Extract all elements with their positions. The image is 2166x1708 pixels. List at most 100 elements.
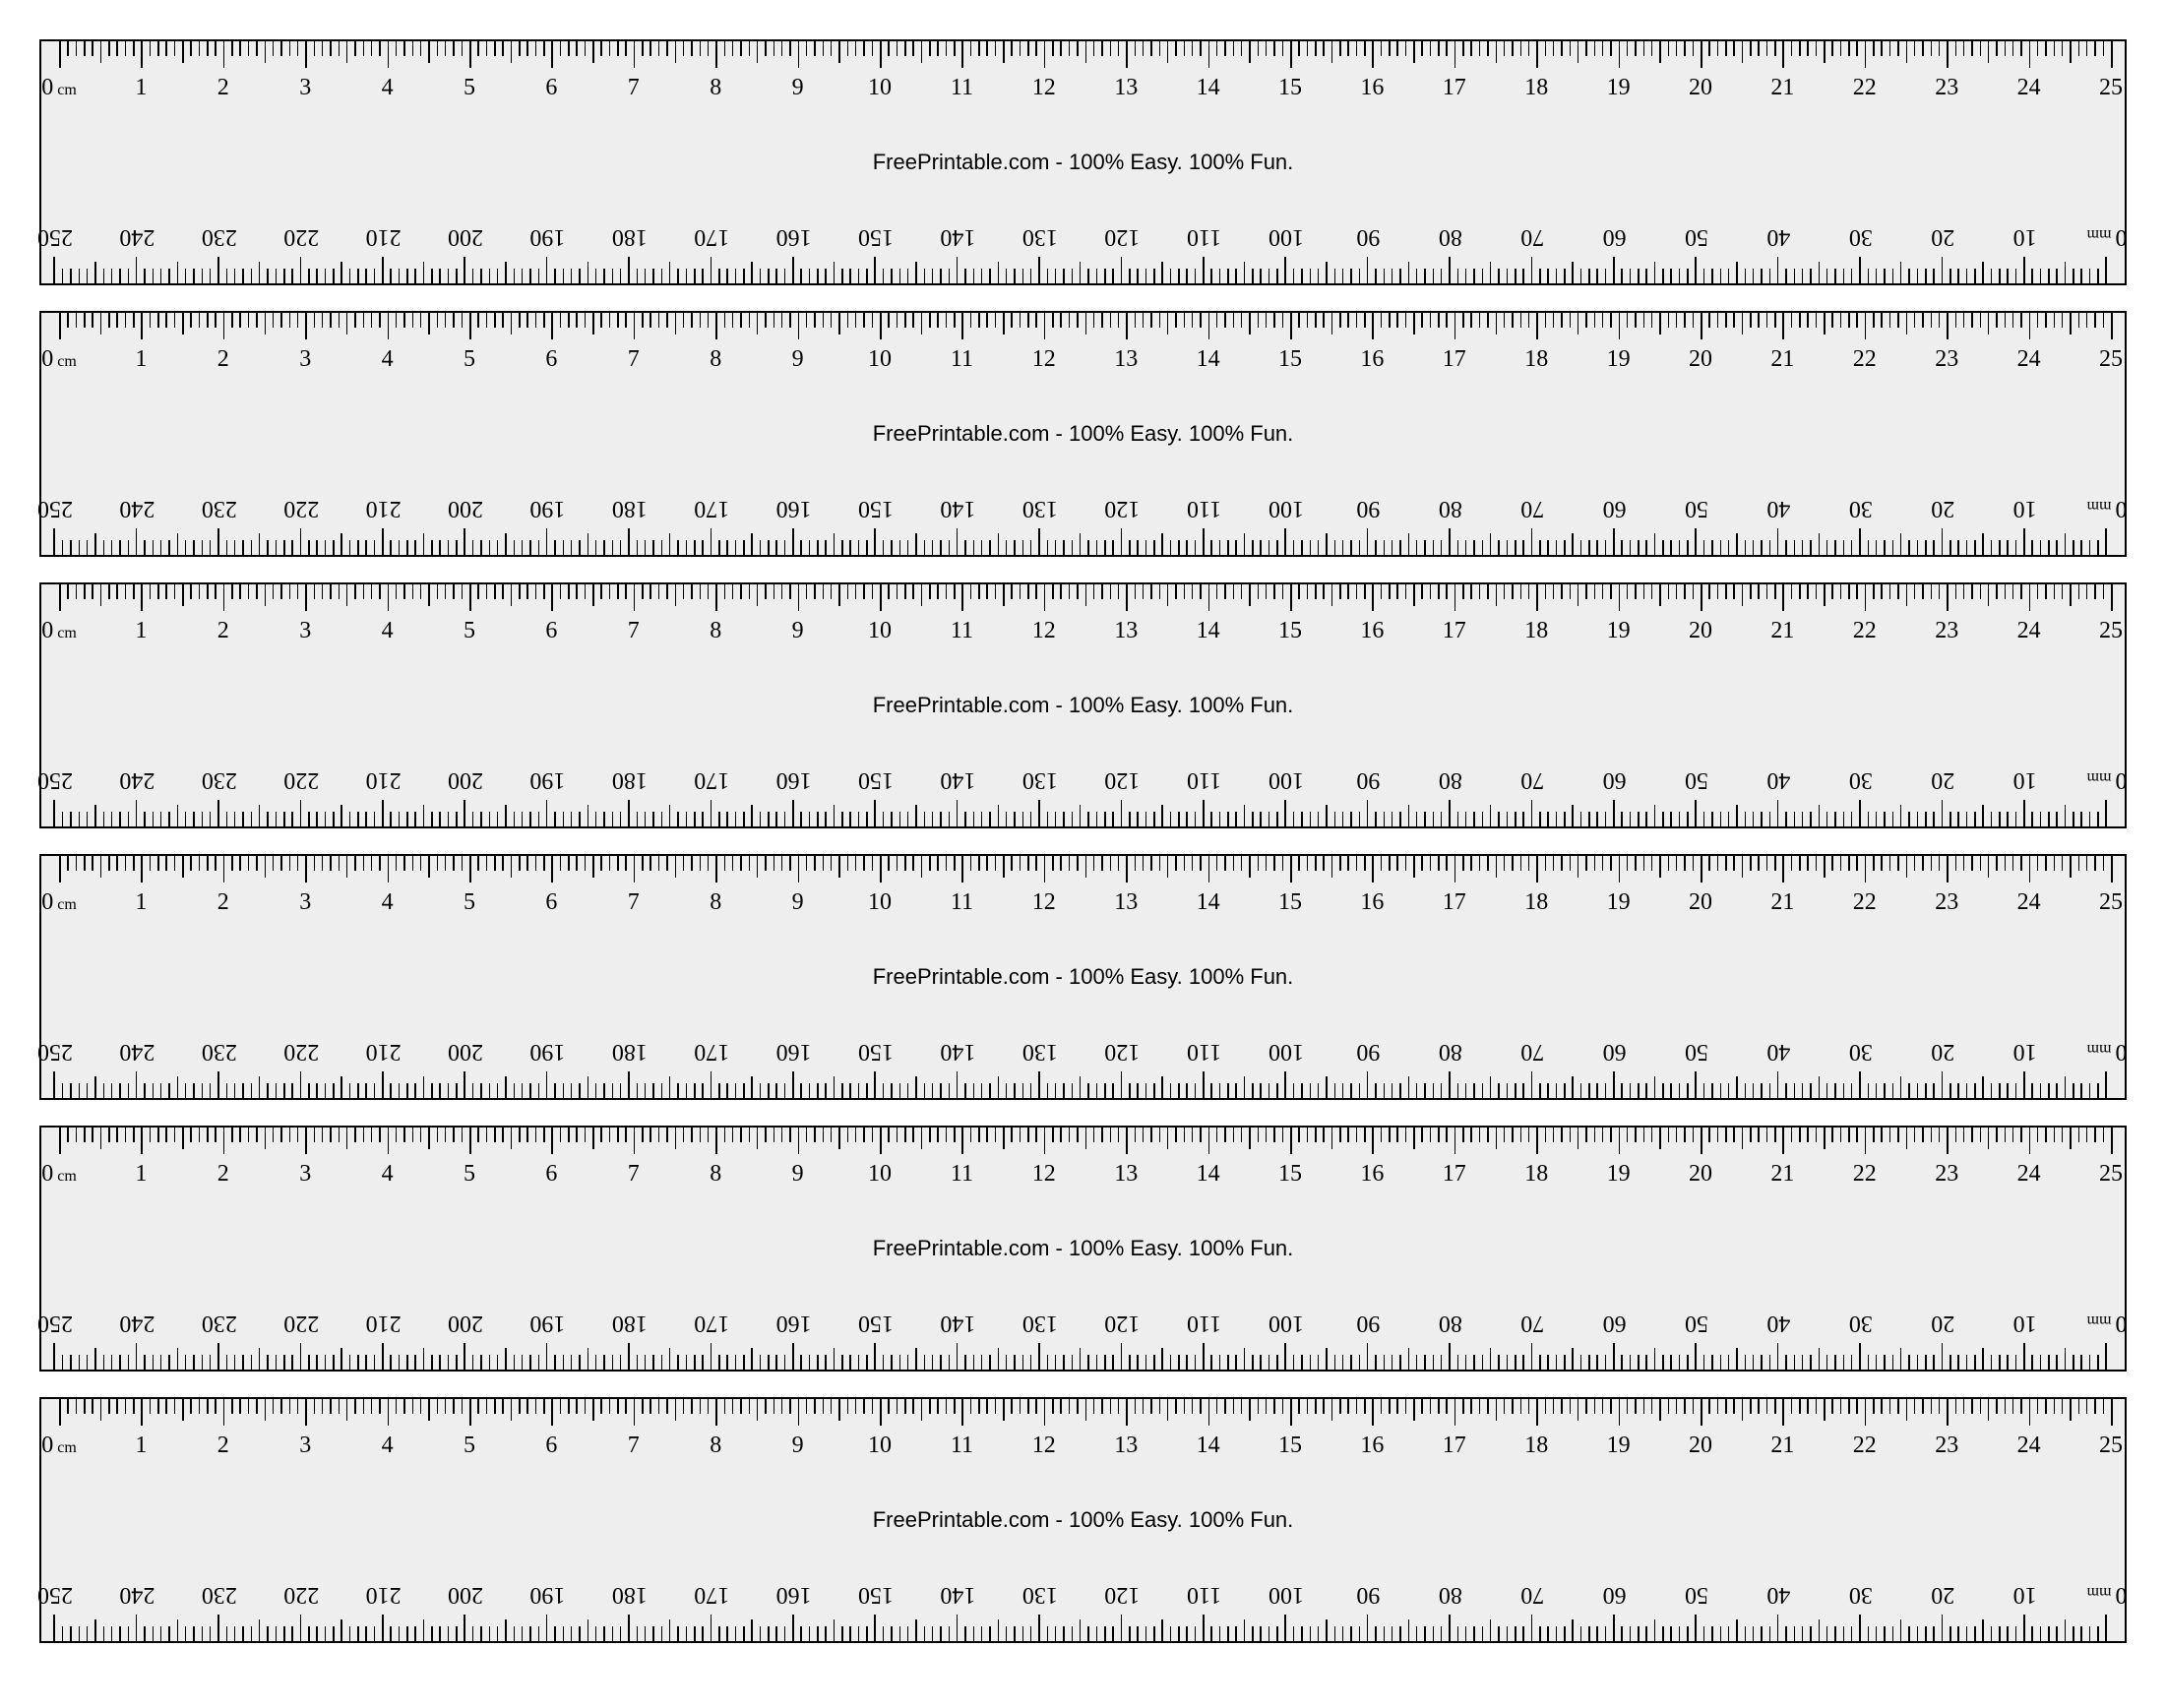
tick-minor (849, 1626, 851, 1641)
tick-minor (1258, 584, 1260, 599)
tick-minor (735, 540, 737, 555)
tick-minor (831, 41, 833, 56)
tick-mid (921, 856, 923, 878)
tick-minor (1047, 1626, 1049, 1641)
tick-minor (1594, 313, 1596, 328)
tick-minor (1676, 41, 1678, 56)
tick-minor (888, 1128, 890, 1142)
tick-minor (103, 540, 105, 555)
tick-mid (1578, 41, 1579, 63)
scale-label: 15 (1278, 1161, 1302, 1188)
tick-minor (2031, 269, 2033, 283)
tick-minor (1605, 1626, 1607, 1641)
tick-minor (1791, 313, 1793, 328)
tick-minor (2040, 1355, 2042, 1370)
scale-label: 4 (382, 75, 394, 101)
tick-minor (2097, 1083, 2099, 1098)
tick-mid (998, 262, 1000, 283)
tick-minor (863, 584, 865, 599)
tick-minor (571, 1626, 573, 1641)
tick-minor (912, 1128, 914, 1142)
tick-minor (76, 1399, 78, 1414)
tick-minor (642, 313, 644, 328)
tick-minor (1547, 812, 1549, 826)
tick-major (1285, 800, 1287, 826)
tick-major (1859, 257, 1861, 283)
tick-minor (1153, 1355, 1155, 1370)
tick-minor (970, 313, 972, 328)
tick-minor (863, 41, 865, 56)
tick-minor (1359, 1083, 1361, 1098)
tick-minor (472, 812, 474, 826)
tick-major (1782, 1128, 1784, 1154)
tick-minor (1446, 313, 1448, 328)
tick-minor (497, 1083, 499, 1098)
tick-minor (1118, 584, 1120, 599)
tick-minor (1553, 313, 1555, 328)
tick-minor (1816, 856, 1818, 871)
tick-minor (322, 1399, 324, 1414)
tick-minor (2045, 584, 2047, 599)
tick-minor (1129, 1626, 1131, 1641)
tick-minor (1282, 856, 1284, 871)
tick-minor (308, 812, 310, 826)
tick-minor (847, 1399, 849, 1414)
tick-minor (1561, 41, 1563, 56)
tick-minor (1627, 1128, 1629, 1142)
tick-mid (265, 41, 267, 63)
tick-minor (1733, 41, 1735, 56)
tick-minor (907, 812, 909, 826)
tick-minor (519, 856, 521, 871)
tick-minor (571, 1355, 573, 1370)
tick-minor (314, 584, 316, 599)
tick-minor (1307, 584, 1309, 599)
tick-minor (677, 1355, 679, 1370)
tick-mid (1988, 1399, 1990, 1421)
tick-minor (543, 313, 545, 328)
tick-minor (1224, 1399, 1226, 1414)
tick-minor (231, 584, 233, 599)
tick-minor (420, 1128, 422, 1142)
tick-minor (1733, 313, 1735, 328)
tick-minor (2040, 1626, 2042, 1641)
tick-mid (1578, 584, 1579, 606)
tick-minor (1728, 812, 1730, 826)
tick-minor (248, 584, 250, 599)
tick-minor (330, 313, 332, 328)
scale-label: 7 (628, 1161, 640, 1188)
tick-minor (1802, 1355, 1804, 1370)
tick-minor (1717, 856, 1719, 871)
tick-minor (1766, 584, 1768, 599)
tick-minor (242, 1355, 244, 1370)
tick-minor (576, 41, 578, 56)
tick-minor (1035, 313, 1037, 328)
tick-major (54, 800, 56, 826)
tick-minor (314, 41, 316, 56)
tick-minor (1150, 584, 1152, 599)
tick-mid (340, 1619, 342, 1641)
tick-minor (144, 269, 146, 283)
tick-minor (1399, 1626, 1401, 1641)
tick-mid (921, 584, 923, 606)
tick-major (1613, 1343, 1615, 1370)
tick-minor (207, 856, 209, 871)
tick-mid (751, 1348, 753, 1370)
tick-minor (954, 1128, 956, 1142)
tick-mid (2065, 1076, 2067, 1098)
tick-major (798, 1399, 800, 1426)
tick-minor (1184, 1399, 1186, 1414)
tick-minor (1621, 540, 1623, 555)
tick-minor (1315, 41, 1317, 56)
tick-minor (2062, 1399, 2064, 1414)
tick-mid (1900, 262, 1902, 283)
tick-minor (1276, 1355, 1278, 1370)
tick-minor (708, 1399, 710, 1414)
tick-mid (1413, 856, 1415, 878)
tick-minor (538, 540, 540, 555)
scale-label: 6 (545, 346, 557, 373)
tick-mid (669, 1348, 671, 1370)
tick-minor (1594, 584, 1596, 599)
tick-minor (267, 1083, 269, 1098)
tick-minor (1851, 269, 1853, 283)
tick-minor (1487, 41, 1489, 56)
